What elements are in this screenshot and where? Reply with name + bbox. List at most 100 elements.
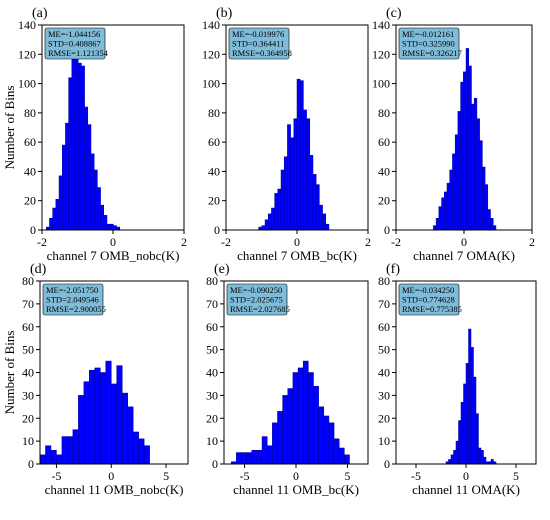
y-tick-label: 10 xyxy=(206,434,218,448)
histogram-bar xyxy=(103,215,108,231)
histogram-bar xyxy=(465,363,469,465)
histogram-bar xyxy=(56,454,63,465)
histogram-bar xyxy=(256,450,263,465)
histogram-bar xyxy=(272,422,278,465)
histogram-bar xyxy=(448,459,452,465)
x-axis-label: channel 7 OMA(K) xyxy=(413,248,515,263)
y-tick-label: 70 xyxy=(206,297,218,311)
histogram-bar xyxy=(438,206,442,231)
y-tick-label: 70 xyxy=(22,297,34,311)
y-axis-label: Number of Bins xyxy=(2,86,17,170)
histogram-bar xyxy=(266,445,273,465)
histogram-bar xyxy=(90,153,95,231)
stats-line: ME=-2.051750 xyxy=(46,285,98,295)
y-tick-label: 60 xyxy=(378,135,390,149)
histogram-bar xyxy=(89,369,96,465)
histogram-bar xyxy=(480,450,484,465)
y-tick-label: 120 xyxy=(202,47,220,61)
y-tick-label: 40 xyxy=(22,366,34,380)
histogram-bar xyxy=(74,54,79,231)
histogram-bar xyxy=(100,204,105,231)
histogram-bar xyxy=(313,385,319,465)
histogram-bar xyxy=(127,406,134,465)
histogram-bar xyxy=(325,223,330,231)
histogram-bar xyxy=(283,156,288,231)
histogram-bar xyxy=(113,225,117,231)
histogram-bar xyxy=(78,395,85,465)
y-tick-label: 40 xyxy=(206,366,218,380)
stats-line: RMSE=0.775385 xyxy=(402,304,462,314)
x-tick-label: 0 xyxy=(108,469,114,483)
histogram-bar xyxy=(492,225,497,231)
stats-box xyxy=(398,283,460,316)
histogram-bar xyxy=(267,213,272,231)
histogram-bar xyxy=(463,71,467,231)
histogram-bar xyxy=(302,360,309,465)
x-tick-label: 5 xyxy=(344,469,350,483)
histogram-bar xyxy=(435,218,440,231)
stats-box xyxy=(398,27,460,60)
histogram-bar xyxy=(475,413,479,465)
histogram-bar xyxy=(323,415,330,465)
stats-line: STD=0.364411 xyxy=(232,39,284,49)
histogram-bar xyxy=(261,436,268,465)
histogram-bar xyxy=(312,174,317,231)
x-axis-label: channel 11 OMB_bc(K) xyxy=(233,482,359,497)
histogram-bar xyxy=(132,431,139,465)
histogram-bar xyxy=(81,65,85,231)
histogram-bar xyxy=(490,218,494,231)
x-axis-label: channel 7 OMB_nobc(K) xyxy=(47,248,180,263)
histogram-bar xyxy=(61,436,68,465)
y-tick-label: 20 xyxy=(378,411,390,425)
histogram-bar xyxy=(264,219,269,231)
histogram-bar xyxy=(483,456,487,465)
histogram-bar xyxy=(306,118,311,231)
histogram-bar xyxy=(116,365,123,465)
y-tick-label: 70 xyxy=(378,297,390,311)
y-tick-label: 80 xyxy=(22,274,34,288)
y-tick-label: 40 xyxy=(208,164,220,178)
y-tick-label: 100 xyxy=(202,77,220,91)
y-tick-label: 20 xyxy=(24,194,36,208)
x-tick-label: -2 xyxy=(37,235,47,249)
y-tick-label: 140 xyxy=(18,18,36,32)
x-tick-label: 2 xyxy=(529,235,535,249)
y-tick-label: 60 xyxy=(206,320,218,334)
x-tick-label: 5 xyxy=(513,469,519,483)
stats-line: STD=2.025675 xyxy=(230,295,283,305)
y-tick-label: 60 xyxy=(208,135,220,149)
histogram-bar xyxy=(236,452,242,465)
histogram-bar xyxy=(143,445,150,465)
y-tick-label: 120 xyxy=(372,47,390,61)
histogram-bar xyxy=(287,388,294,465)
y-tick-label: 30 xyxy=(378,388,390,402)
histogram-bar xyxy=(460,401,464,465)
y-axis-label: Number of Bins xyxy=(2,331,17,415)
y-tick-label: 60 xyxy=(22,320,34,334)
stats-line: ME=-0.090250 xyxy=(230,285,282,295)
x-axis-label: channel 11 OMB_nobc(K) xyxy=(45,482,184,497)
histogram-bar xyxy=(111,383,117,465)
histogram-bar xyxy=(446,182,450,231)
histogram-bar xyxy=(470,347,474,465)
histogram-bar xyxy=(454,134,459,231)
histogram-bar xyxy=(487,209,491,231)
histogram-bar xyxy=(322,213,327,231)
histogram-bar xyxy=(473,97,478,231)
y-tick-label: 40 xyxy=(378,164,390,178)
histogram-bar xyxy=(458,420,462,465)
histogram-bar xyxy=(106,223,111,231)
stats-line: RMSE=2.027685 xyxy=(230,304,290,314)
histogram-bar xyxy=(490,459,494,465)
histogram-bar xyxy=(482,166,486,231)
stats-line: ME=-0.019976 xyxy=(232,29,284,39)
y-tick-label: 30 xyxy=(22,388,34,402)
stats-line: RMSE=0.364958 xyxy=(232,48,292,58)
histogram-bar xyxy=(315,184,320,231)
x-tick-label: -5 xyxy=(411,469,421,483)
y-tick-label: 80 xyxy=(206,274,218,288)
histogram-bar xyxy=(460,81,464,231)
